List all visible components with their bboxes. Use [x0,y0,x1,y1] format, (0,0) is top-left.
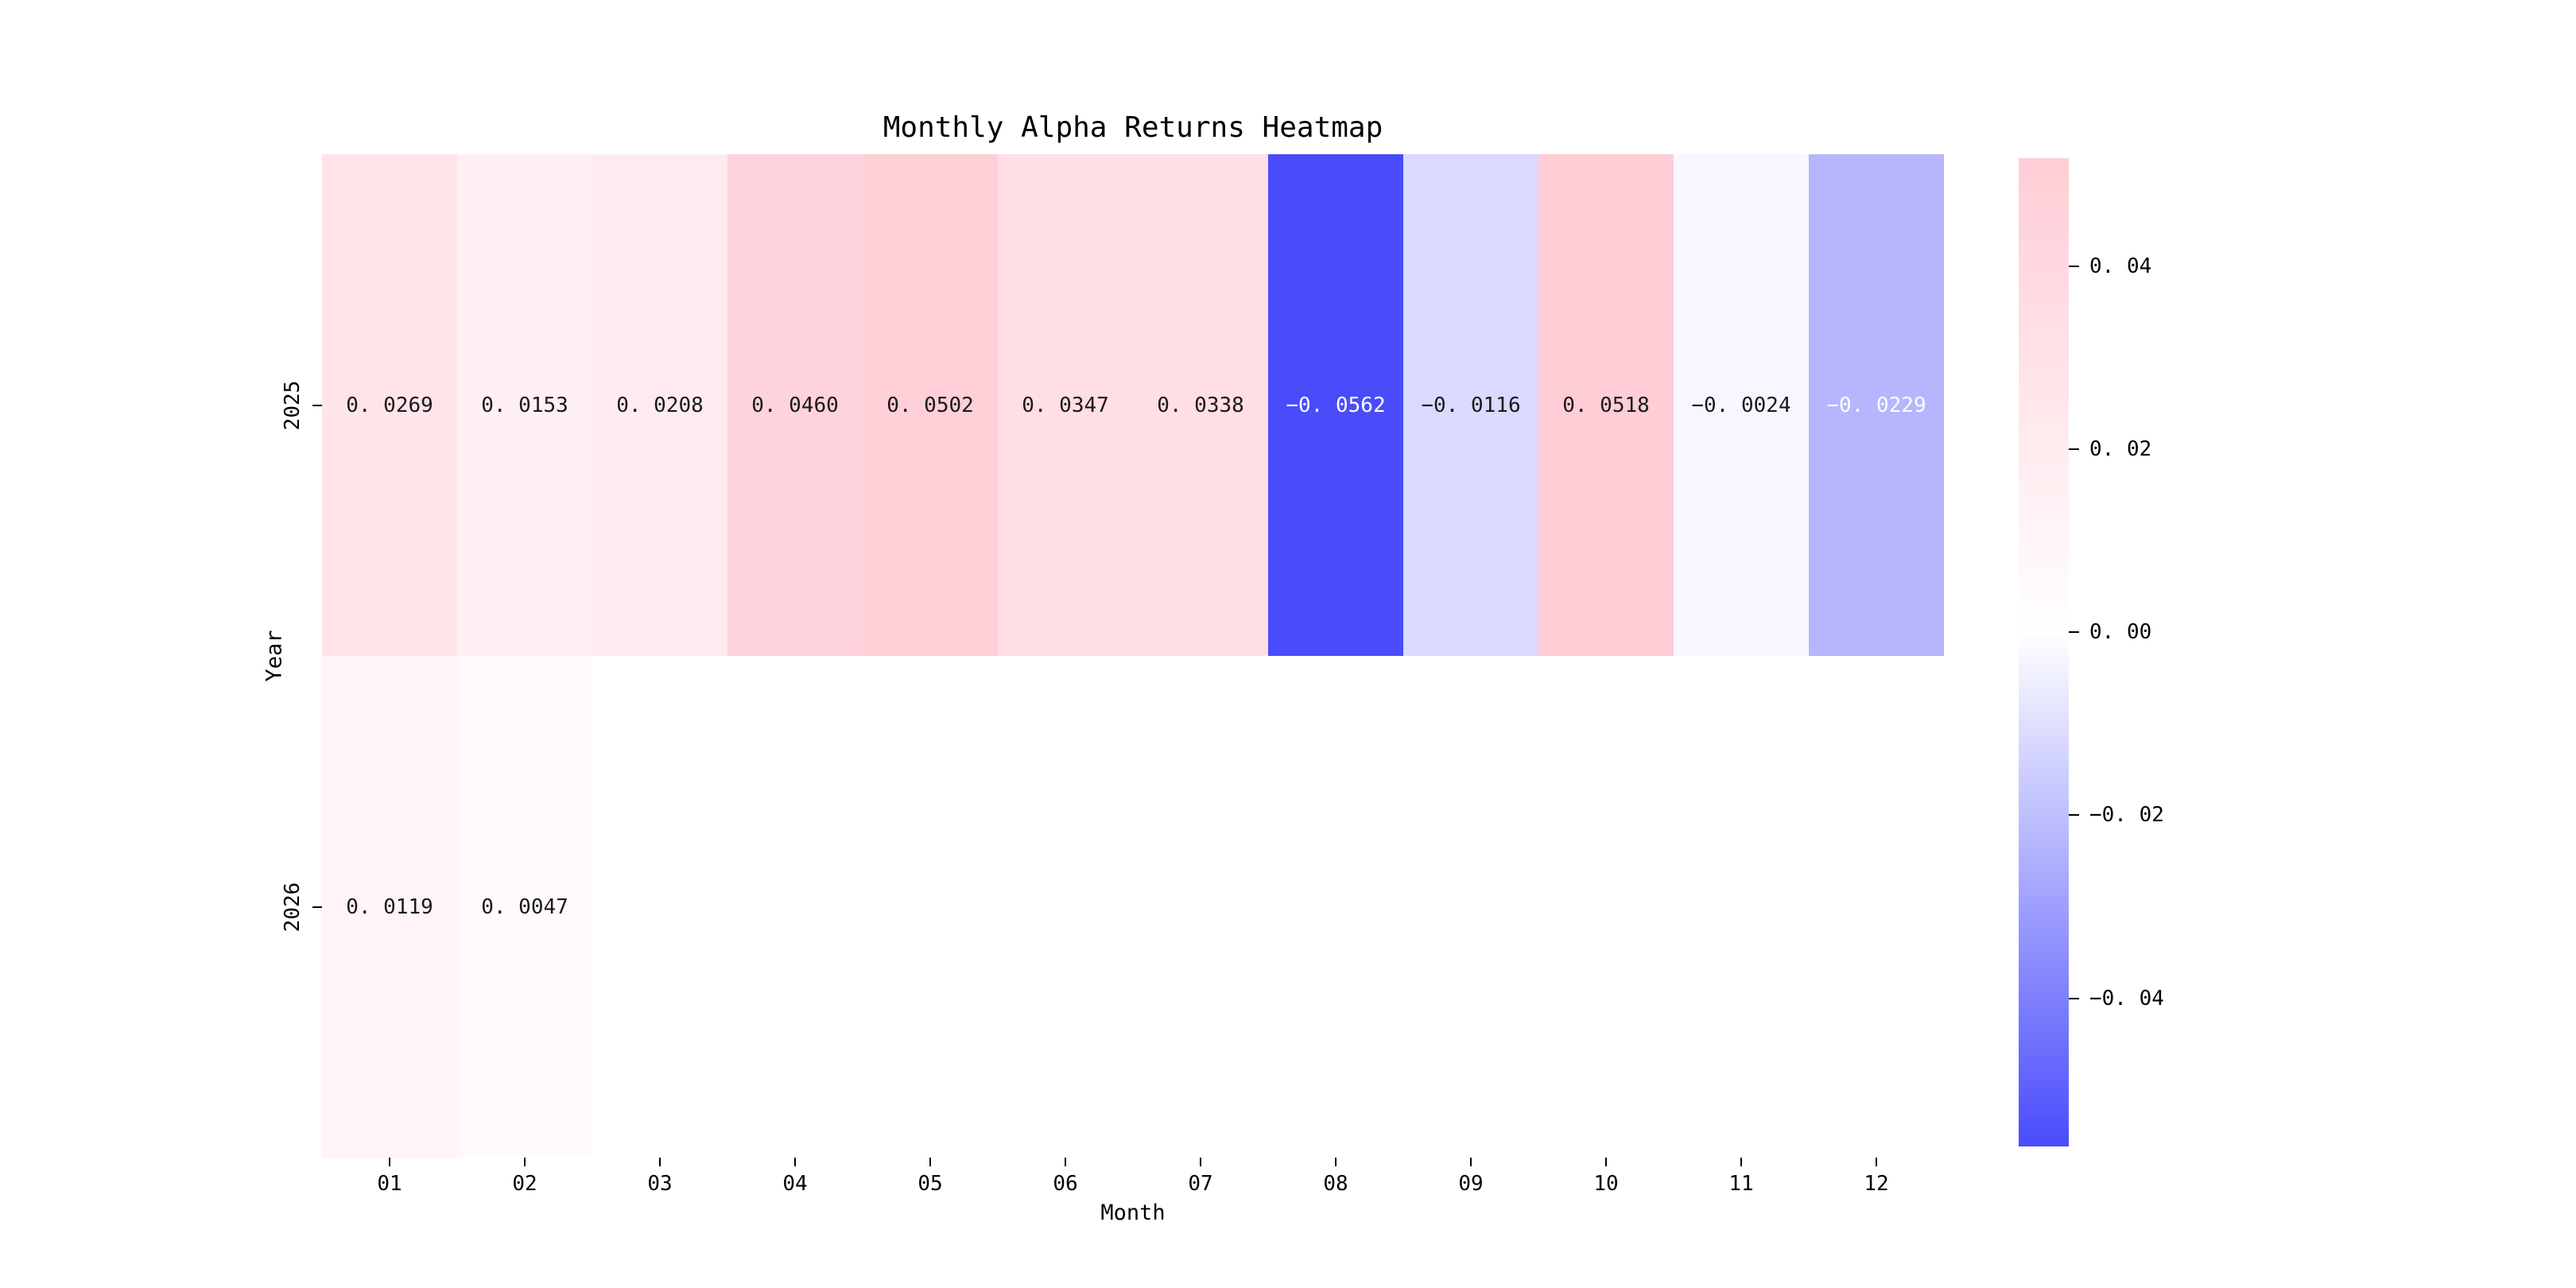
heatmap-cell-2025-07: 0. 0338 [1133,154,1268,656]
x-tick-label-03: 03 [647,1172,673,1196]
x-tick-mark [1605,1158,1607,1166]
heatmap-cell-2025-09: −0. 0116 [1403,154,1538,656]
colorbar-tick-mark [2069,448,2079,450]
x-tick-label-11: 11 [1728,1172,1754,1196]
heatmap-grid: 0. 0269 0. 0153 0. 0208 0. 0460 0. 0502 0. 03… [322,154,1944,1158]
heatmap-cell-2026-06 [998,656,1133,1158]
y-tick-mark [312,404,322,406]
x-tick-label-04: 04 [782,1172,808,1196]
cell-value: 0. 0119 [346,894,433,919]
x-tick-mark [1740,1158,1742,1166]
x-tick-label-06: 06 [1053,1172,1078,1196]
heatmap-cell-2025-04: 0. 0460 [727,154,863,656]
x-tick-mark [524,1158,526,1166]
heatmap-cell-2026-08 [1268,656,1403,1158]
colorbar-tick-mark [2069,631,2079,634]
colorbar-tick-label-0: 0. 00 [2089,620,2152,645]
cell-value: 0. 0208 [616,393,704,417]
heatmap-cell-2026-10 [1538,656,1674,1158]
cell-value: 0. 0153 [481,393,568,417]
heatmap-cell-2026-02: 0. 0047 [457,656,592,1158]
cell-value: 0. 0518 [1562,393,1650,417]
heatmap-cell-2026-07 [1133,656,1268,1158]
cell-value: 0. 0347 [1022,393,1109,417]
x-tick-label-10: 10 [1593,1172,1619,1196]
x-tick-mark [1470,1158,1472,1166]
colorbar-tick-label-0.04: 0. 04 [2089,254,2152,278]
x-tick-mark [1200,1158,1201,1166]
x-tick-mark [1065,1158,1066,1166]
heatmap-cell-2026-03 [592,656,727,1158]
colorbar-tick-mark [2069,814,2079,817]
cell-value: −0. 0024 [1691,393,1791,417]
x-tick-label-02: 02 [512,1172,537,1196]
x-tick-mark [389,1158,390,1166]
heatmap-cell-2026-09 [1403,656,1538,1158]
x-tick-mark [1335,1158,1336,1166]
colorbar-gradient [2019,158,2069,1146]
cell-value: −0. 0562 [1286,393,1386,417]
x-tick-label-09: 09 [1458,1172,1484,1196]
heatmap-cell-2025-12: −0. 0229 [1809,154,1944,656]
x-tick-label-08: 08 [1323,1172,1348,1196]
heatmap-cell-2025-03: 0. 0208 [592,154,727,656]
heatmap-cell-2025-05: 0. 0502 [863,154,998,656]
x-tick-label-05: 05 [918,1172,943,1196]
x-tick-label-01: 01 [377,1172,402,1196]
heatmap-cell-2026-11 [1674,656,1809,1158]
cell-value: −0. 0229 [1826,393,1926,417]
x-tick-mark [929,1158,931,1166]
heatmap-cell-2025-01: 0. 0269 [322,154,457,656]
y-tick-mark [312,906,322,908]
x-tick-label-12: 12 [1864,1172,1889,1196]
x-tick-mark [659,1158,661,1166]
cell-value: 0. 0460 [751,393,839,417]
colorbar-tick-label-0.02: 0. 02 [2089,436,2152,461]
heatmap-cell-2025-06: 0. 0347 [998,154,1133,656]
cell-value: 0. 0502 [886,393,974,417]
heatmap-cell-2026-05 [863,656,998,1158]
heatmap-cell-2025-02: 0. 0153 [457,154,592,656]
cell-value: 0. 0269 [346,393,433,417]
x-tick-label-07: 07 [1188,1172,1213,1196]
x-tick-mark [794,1158,796,1166]
chart-title: Monthly Alpha Returns Heatmap [883,111,1383,144]
heatmap-cell-2026-01: 0. 0119 [322,656,457,1158]
y-tick-label-2026: 2026 [281,882,305,932]
heatmap-cell-2025-10: 0. 0518 [1538,154,1674,656]
y-tick-label-2025: 2025 [281,380,305,430]
heatmap-cell-2026-12 [1809,656,1944,1158]
colorbar-tick-mark [2069,265,2079,267]
heatmap-cell-2025-08: −0. 0562 [1268,154,1403,656]
heatmap-cell-2025-11: −0. 0024 [1674,154,1809,656]
colorbar-tick-mark [2069,997,2079,999]
heatmap-cell-2026-04 [727,656,863,1158]
x-tick-mark [1876,1158,1877,1166]
cell-value: −0. 0116 [1421,393,1521,417]
x-axis-label: Month [1100,1201,1166,1225]
colorbar-tick-label--0.02: −0. 02 [2089,803,2164,828]
y-axis-label: Year [262,630,287,682]
cell-value: 0. 0338 [1157,393,1244,417]
colorbar-tick-label--0.04: −0. 04 [2089,986,2164,1011]
cell-value: 0. 0047 [481,894,568,919]
